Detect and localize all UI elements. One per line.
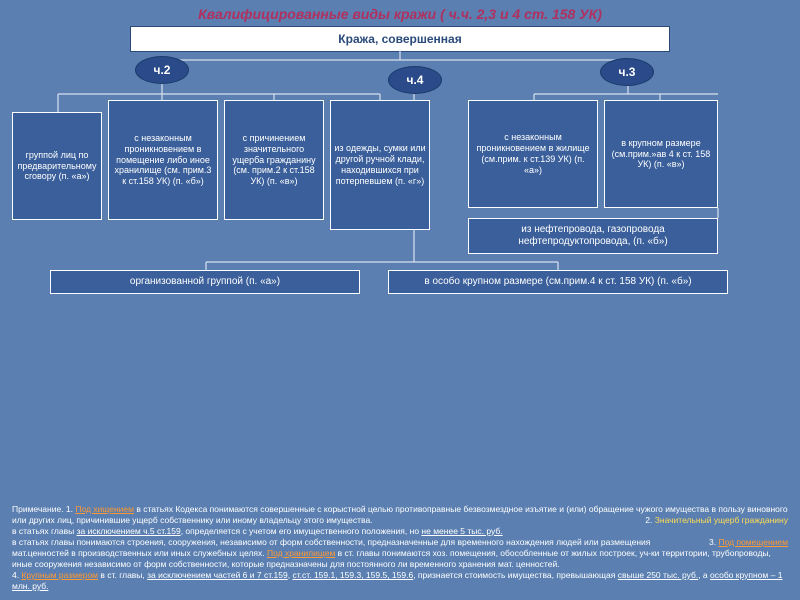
note-amount-1: свыше 250 тыс. руб.	[618, 570, 699, 580]
note-num-3: 3. Под помещением	[709, 537, 788, 548]
note-text: в ст. главы,	[98, 570, 147, 580]
footnote: Примечание. 1. Под хищением в статьях Ко…	[12, 504, 788, 592]
note-exclusion-2: за исключением частей 6 и 7 ст.159	[147, 570, 288, 580]
note-text: , определяется с учетом его имущественно…	[181, 526, 422, 536]
box-especially-large: в особо крупном размере (см.прим.4 к ст.…	[388, 270, 728, 294]
note-term-storage: Под хранилищем	[267, 548, 335, 558]
root-node: Кража, совершенная	[130, 26, 670, 52]
note-exclusion: за исключением ч.5 ст.159	[77, 526, 181, 536]
box-group-prior-agreement: группой лиц по предварительному сговору …	[12, 112, 102, 220]
box-organized-group: организованной группой (п. «а»)	[50, 270, 360, 294]
box-large-scale: в крупном размере (см.прим.»ав 4 к ст. 1…	[604, 100, 718, 208]
oval-ch2: ч.2	[135, 56, 189, 84]
note-term-large: Крупным размером	[21, 570, 98, 580]
note-articles: ст.ст. 159.1, 159.3, 159.5, 159.6	[292, 570, 413, 580]
note-num-2: 2. Значительный ущерб гражданину	[645, 515, 788, 526]
page-title: Квалифицированные виды кражи ( ч.ч. 2,3 …	[0, 0, 800, 26]
box-significant-damage: с причинением значительного ущерба гражд…	[224, 100, 324, 220]
note-term-theft: Под хищением	[75, 504, 134, 514]
box-pipeline: из нефтепровода, газопровода нефтепродук…	[468, 218, 718, 254]
oval-ch4: ч.4	[388, 66, 442, 94]
box-illegal-entry-premises: с незаконным проникновением в помещение …	[108, 100, 218, 220]
box-illegal-entry-dwelling: с незаконным проникновением в жилище (см…	[468, 100, 598, 208]
oval-ch3: ч.3	[600, 58, 654, 86]
note-text: Примечание. 1.	[12, 504, 75, 514]
box-from-clothing: из одежды, сумки или другой ручной клади…	[330, 100, 430, 230]
note-threshold: не менее 5 тыс. руб.	[421, 526, 502, 536]
note-text: в статьях главы	[12, 526, 77, 536]
